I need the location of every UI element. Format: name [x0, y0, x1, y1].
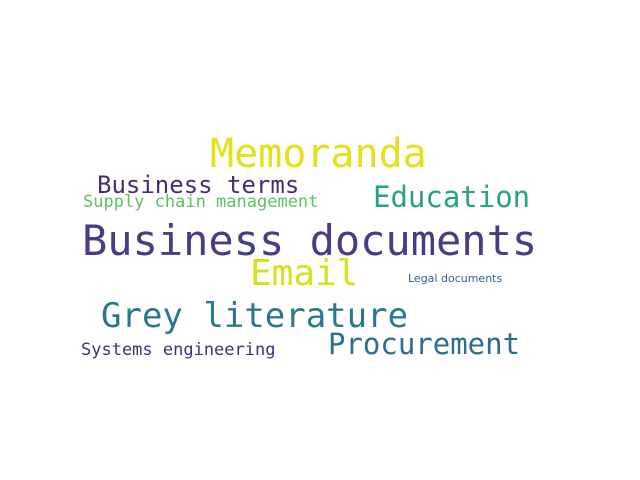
word-legal-documents: Legal documents [408, 272, 503, 285]
word-supply-chain-management: Supply chain management [83, 192, 319, 212]
word-education: Education [373, 180, 531, 214]
word-systems-engineering: Systems engineering [81, 340, 276, 360]
word-memoranda: Memoranda [210, 131, 427, 177]
word-procurement: Procurement [328, 327, 521, 361]
word-email: Email [250, 253, 359, 294]
word-grey-literature: Grey literature [101, 296, 409, 336]
word-business-terms: Business terms [97, 171, 300, 199]
word-business-documents: Business documents [82, 216, 538, 265]
